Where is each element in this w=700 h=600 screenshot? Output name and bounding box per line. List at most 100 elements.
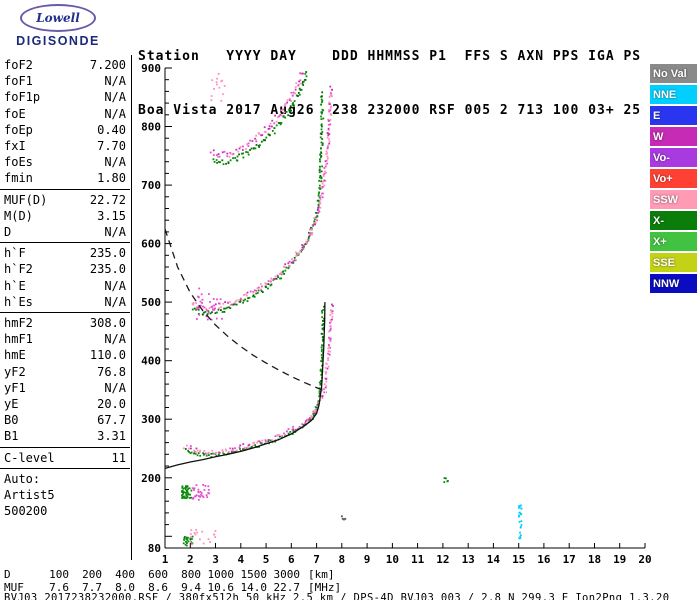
legend-item-vo+: Vo+: [650, 169, 697, 188]
svg-text:600: 600: [141, 238, 161, 251]
row-cell: 8.6: [148, 581, 168, 594]
distance-row: D 100 200 400 600 800 1000 1500 3000 [km]: [4, 568, 335, 581]
param-label: hmF1: [4, 332, 33, 347]
axes: 1 2 3 4 5 6 7 8 9 10 11 12 13 14 15 16 17 18 19 20900800700…: [141, 62, 652, 566]
svg-text:12: 12: [436, 553, 449, 566]
legend-item-x-: X-: [650, 211, 697, 230]
svg-text:1: 1: [162, 553, 169, 566]
param-label: h`Es: [4, 294, 33, 309]
svg-text:300: 300: [141, 413, 161, 426]
param-row: foF1 N/A: [0, 73, 130, 89]
legend-item-w: W: [650, 127, 697, 146]
row-cell: 400: [115, 568, 135, 581]
status-bar: BVJ03_2017238232000.RSF / 380fx512h 50 k…: [4, 592, 670, 600]
param-row: foF2 7.200: [0, 57, 130, 73]
row-cell: 9.4: [181, 581, 201, 594]
param-row: foF1p N/A: [0, 89, 130, 105]
param-value: N/A: [104, 155, 126, 170]
param-separator: [0, 312, 130, 314]
param-label: C-level: [4, 450, 55, 465]
logo-digisonde-text: DIGISONDE: [16, 34, 100, 48]
param-row: yF2 76.8: [0, 364, 130, 380]
row-cell: 100: [49, 568, 69, 581]
param-value: N/A: [104, 225, 126, 240]
param-value: 3.31: [97, 429, 126, 444]
param-label: MUF(D): [4, 192, 48, 207]
legend-item-e: E: [650, 106, 697, 125]
svg-text:400: 400: [141, 355, 161, 368]
svg-text:11: 11: [411, 553, 425, 566]
param-label: foEs: [4, 155, 33, 170]
row-cell: 22.7: [273, 581, 301, 594]
svg-text:8: 8: [338, 553, 345, 566]
legend-item-no-val: No Val: [650, 64, 697, 83]
doppler-direction-legend: No Val NNE E W Vo- Vo+ SSW X- X+ SSE NNW: [650, 64, 697, 295]
legend-item-nne: NNE: [650, 85, 697, 104]
scaled-parameters-panel: foF2 7.200 foF1 N/A foF1p N/A foE N/A fo…: [0, 57, 130, 519]
param-row: foE N/A: [0, 106, 130, 122]
legend-item-nnw: NNW: [650, 274, 697, 293]
row-cell: 8.0: [115, 581, 135, 594]
param-value: 76.8: [97, 364, 126, 379]
svg-text:10: 10: [386, 553, 399, 566]
row-cell: 14.0: [240, 581, 268, 594]
logo-lowell-text: Lowell: [36, 11, 80, 25]
row-cell: 800: [181, 568, 201, 581]
param-value: N/A: [104, 332, 126, 347]
panel-divider: [131, 55, 132, 560]
svg-text:700: 700: [141, 179, 161, 192]
svg-text:500: 500: [141, 296, 161, 309]
ionogram-plot: 1 2 3 4 5 6 7 8 9 10 11 12 13 14 15 16 17 18 19 20900800700…: [141, 62, 652, 566]
param-separator: [0, 446, 130, 448]
svg-text:15: 15: [512, 553, 525, 566]
lowell-logo: Lowell DIGISONDE: [8, 4, 108, 48]
row-cell: 600: [148, 568, 168, 581]
param-label: h`E: [4, 278, 26, 293]
param-row: C-level 11: [0, 450, 130, 466]
svg-text:19: 19: [613, 553, 626, 566]
svg-text:9: 9: [364, 553, 371, 566]
param-label: B1: [4, 429, 19, 444]
param-label: hmF2: [4, 316, 33, 331]
row-cell: 3000: [273, 568, 301, 581]
param-value: N/A: [104, 106, 126, 121]
svg-text:4: 4: [237, 553, 244, 566]
legend-item-x+: X+: [650, 232, 697, 251]
param-label: hmE: [4, 348, 26, 363]
param-value: N/A: [104, 380, 126, 395]
param-label: foEp: [4, 122, 33, 137]
svg-text:13: 13: [462, 553, 475, 566]
param-label: M(D): [4, 208, 33, 223]
svg-text:14: 14: [487, 553, 501, 566]
param-value: N/A: [104, 294, 126, 309]
param-value: 67.7: [97, 413, 126, 428]
param-label: foE: [4, 106, 26, 121]
param-label: foF1p: [4, 90, 41, 105]
param-footer-line: 500200: [4, 504, 48, 519]
legend-item-vo-: Vo-: [650, 148, 697, 167]
param-row: B0 67.7: [0, 412, 130, 428]
svg-text:800: 800: [141, 121, 161, 134]
row-unit: [MHz]: [308, 581, 342, 594]
param-row: yF1 N/A: [0, 380, 130, 396]
param-label: foF1: [4, 74, 33, 89]
lowell-logo-oval: Lowell: [20, 4, 96, 32]
param-value: 7.200: [89, 58, 126, 72]
param-row: hmF2 308.0: [0, 315, 130, 331]
param-row: h`Es N/A: [0, 294, 130, 310]
param-value: N/A: [104, 74, 126, 89]
param-separator: [0, 188, 130, 190]
param-label: yF2: [4, 364, 26, 379]
param-value: 22.72: [89, 192, 126, 207]
svg-text:900: 900: [141, 62, 161, 75]
svg-text:7: 7: [313, 553, 320, 566]
param-row: M(D) 3.15: [0, 208, 130, 224]
param-value: 20.0: [97, 397, 126, 412]
param-row: fxI 7.70: [0, 138, 130, 154]
row-label: MUF: [4, 581, 24, 594]
param-label: B0: [4, 413, 19, 428]
param-value: N/A: [104, 90, 126, 105]
muf-row: MUF 7.6 7.7 8.0 8.6 9.4 10.6 14.0 22.7 [MHz]: [4, 581, 341, 594]
legend-item-ssw: SSW: [650, 190, 697, 209]
param-row: B1 3.31: [0, 428, 130, 444]
